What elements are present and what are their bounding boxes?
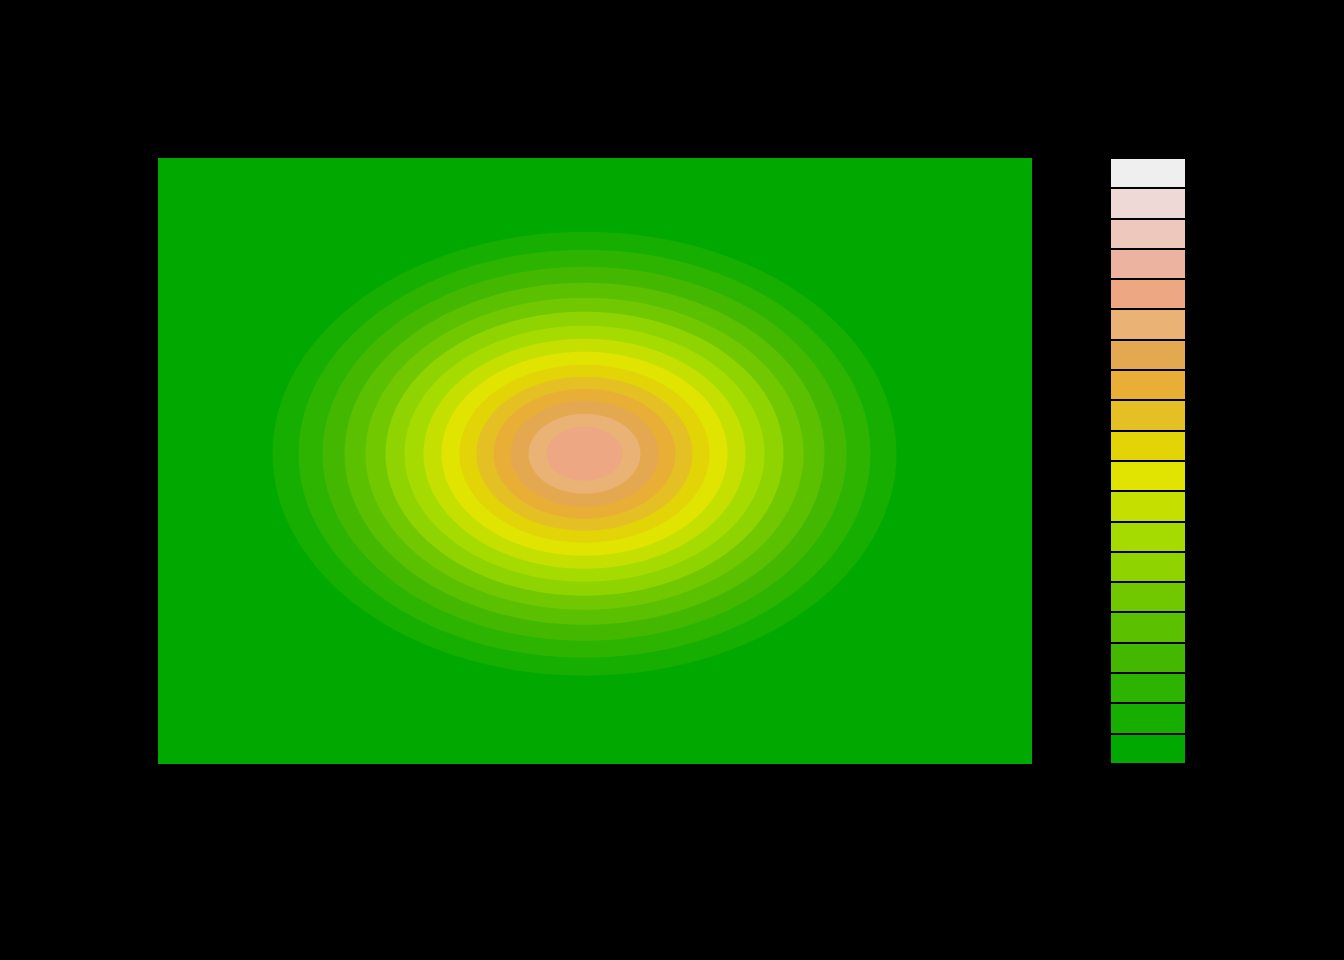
colorbar-swatch[interactable] bbox=[1111, 551, 1185, 583]
colorbar-swatch[interactable] bbox=[1111, 521, 1185, 552]
colorbar-swatch[interactable] bbox=[1111, 582, 1185, 613]
colorbar[interactable] bbox=[1111, 158, 1185, 764]
contour-plot-area[interactable] bbox=[158, 158, 1032, 764]
colorbar-swatch[interactable] bbox=[1111, 673, 1185, 704]
colorbar-swatch[interactable] bbox=[1111, 491, 1185, 522]
colorbar-swatch[interactable] bbox=[1111, 158, 1185, 189]
colorbar-swatch[interactable] bbox=[1111, 703, 1185, 734]
colorbar-swatch[interactable] bbox=[1111, 733, 1185, 764]
contour-band bbox=[546, 426, 623, 481]
colorbar-swatch[interactable] bbox=[1111, 612, 1185, 643]
colorbar-swatch[interactable] bbox=[1111, 309, 1185, 340]
colorbar-swatch[interactable] bbox=[1111, 460, 1185, 492]
colorbar-swatch[interactable] bbox=[1111, 370, 1185, 401]
colorbar-swatch[interactable] bbox=[1111, 248, 1185, 280]
colorbar-swatch[interactable] bbox=[1111, 279, 1185, 310]
colorbar-swatch[interactable] bbox=[1111, 339, 1185, 371]
colorbar-swatch[interactable] bbox=[1111, 218, 1185, 249]
colorbar-swatch[interactable] bbox=[1111, 188, 1185, 219]
colorbar-swatch[interactable] bbox=[1111, 642, 1185, 674]
colorbar-swatch[interactable] bbox=[1111, 400, 1185, 431]
contour-bands bbox=[158, 158, 1032, 764]
colorbar-swatch[interactable] bbox=[1111, 430, 1185, 461]
